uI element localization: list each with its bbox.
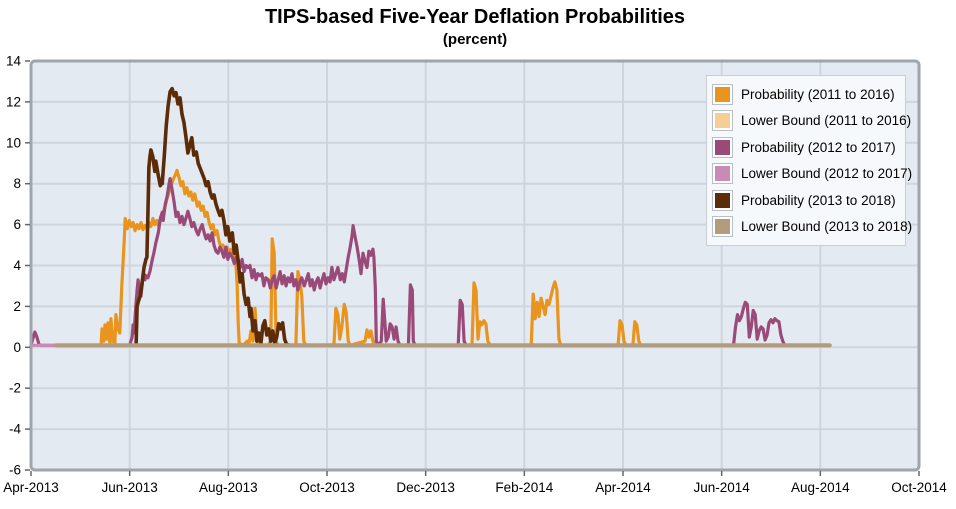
legend-swatch	[712, 83, 733, 105]
y-axis-tick-label: -4	[9, 422, 21, 437]
legend-label: Probability (2013 to 2018)	[741, 192, 896, 208]
legend-swatch	[712, 216, 733, 238]
y-axis-tick-label: 6	[13, 217, 21, 232]
y-axis-tick-label: 8	[13, 176, 21, 191]
x-axis-tick-label: Aug-2014	[791, 480, 850, 495]
chart-legend: Probability (2011 to 2016) Lower Bound (2…	[706, 75, 912, 246]
y-axis-tick-label: 0	[13, 340, 21, 355]
legend-swatch	[712, 189, 733, 211]
x-axis-tick-label: Jun-2013	[102, 480, 158, 495]
x-axis-tick-label: Jun-2014	[694, 480, 751, 495]
series-line-prob_2011_2016	[99, 168, 643, 347]
y-axis-tick-label: 12	[6, 94, 21, 109]
series-line-prob_2013_2018	[134, 86, 292, 348]
legend-swatch	[712, 163, 733, 185]
legend-item: Probability (2012 to 2017)	[712, 134, 899, 161]
legend-label: Probability (2012 to 2017)	[741, 139, 896, 155]
legend-item: Lower Bound (2013 to 2018)	[712, 214, 912, 241]
y-axis-tick-label: 14	[6, 54, 22, 69]
legend-swatch	[712, 110, 733, 132]
x-axis-tick-label: Aug-2013	[199, 480, 258, 495]
chart-subtitle: (percent)	[442, 31, 508, 48]
legend-item: Probability (2011 to 2016)	[712, 81, 899, 108]
legend-label: Lower Bound (2013 to 2018)	[741, 219, 913, 235]
chart-title: TIPS-based Five-Year Deflation Probabili…	[264, 6, 686, 28]
y-axis-tick-label: 2	[13, 299, 21, 314]
x-axis-tick-label: Feb-2014	[495, 480, 553, 495]
legend-label: Lower Bound (2011 to 2016)	[741, 113, 912, 129]
legend-item: Lower Bound (2012 to 2017)	[712, 161, 912, 188]
legend-swatch	[712, 136, 733, 158]
x-axis-tick-label: Oct-2013	[299, 480, 355, 495]
x-axis-tick-label: Apr-2014	[595, 480, 651, 495]
x-axis-tick-label: Dec-2013	[396, 480, 455, 495]
x-axis-tick-label: Apr-2013	[3, 480, 59, 495]
y-axis-tick-label: -2	[9, 381, 21, 396]
x-axis-tick-label: Oct-2014	[891, 480, 947, 495]
y-axis-tick-label: 4	[13, 258, 21, 273]
y-axis-tick-label: 10	[6, 135, 21, 150]
legend-label: Probability (2011 to 2016)	[741, 86, 895, 102]
legend-item: Lower Bound (2011 to 2016)	[712, 108, 911, 135]
legend-item: Probability (2013 to 2018)	[712, 187, 899, 214]
legend-label: Lower Bound (2012 to 2017)	[741, 166, 913, 182]
y-axis-tick-label: -6	[9, 463, 21, 478]
plot-border	[29, 59, 921, 472]
